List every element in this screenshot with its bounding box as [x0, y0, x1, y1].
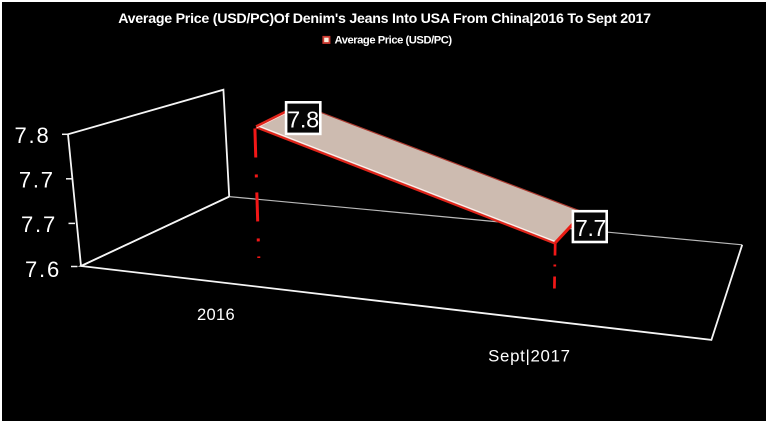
- svg-text:2016: 2016: [197, 306, 235, 324]
- svg-text:7.7: 7.7: [21, 212, 57, 237]
- svg-text:7.8: 7.8: [287, 107, 319, 133]
- svg-text:Sept|2017: Sept|2017: [488, 347, 571, 366]
- svg-text:7.8: 7.8: [15, 123, 51, 148]
- svg-text:Average Price (USD/PC)Of Denim: Average Price (USD/PC)Of Denim's Jeans I…: [118, 11, 651, 27]
- svg-text:7.7: 7.7: [575, 215, 606, 241]
- svg-text:7.6: 7.6: [25, 257, 61, 282]
- svg-text:Average Price (USD/PC): Average Price (USD/PC): [335, 35, 453, 47]
- svg-text:7.7: 7.7: [19, 167, 55, 192]
